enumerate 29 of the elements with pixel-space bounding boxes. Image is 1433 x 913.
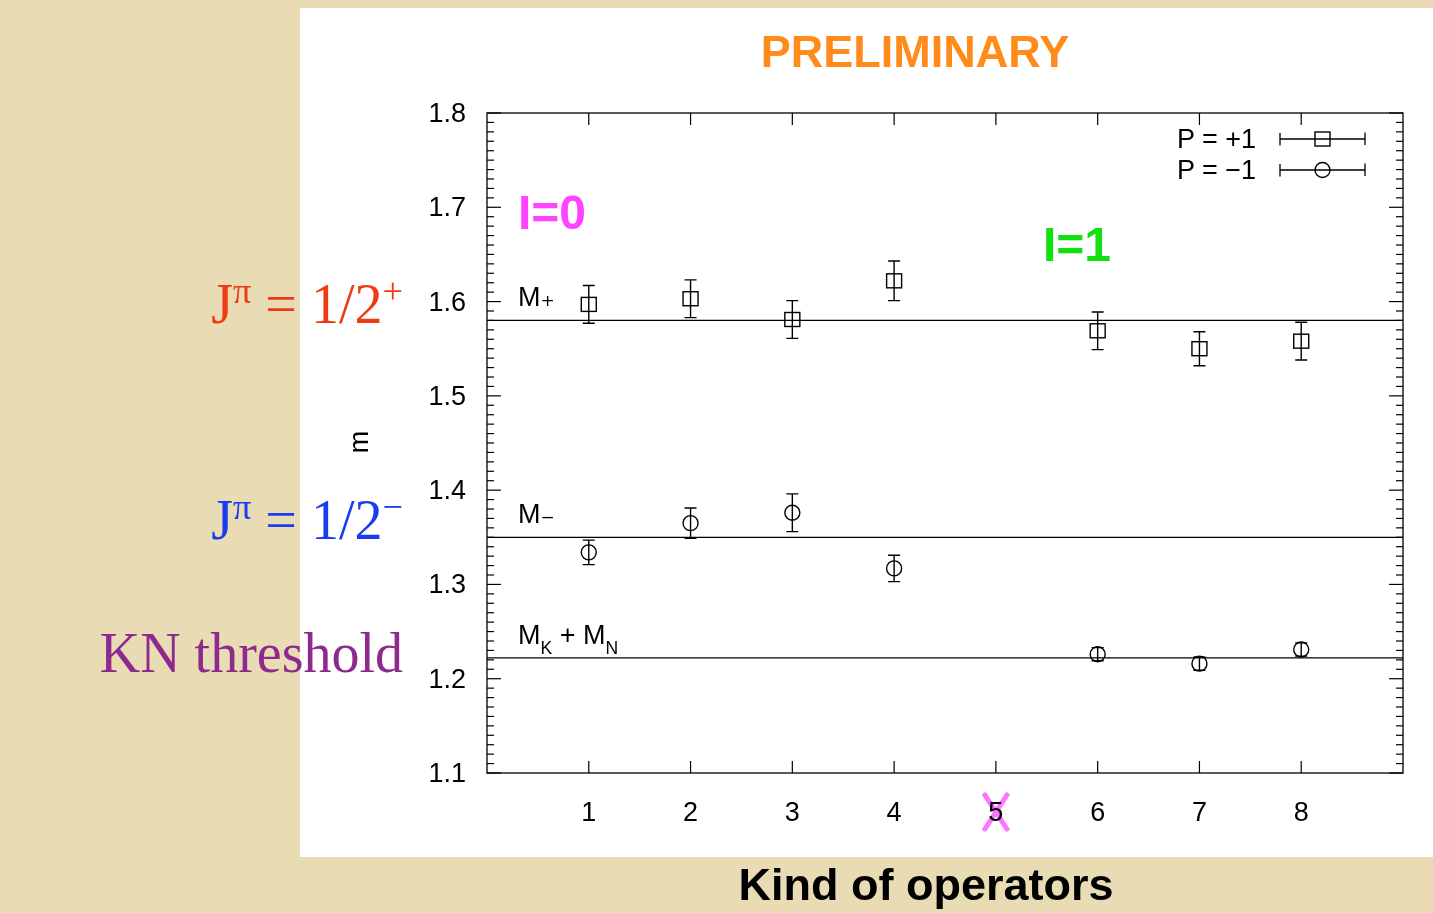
text: KN threshold bbox=[99, 622, 403, 684]
y-tick-label: 1.7 bbox=[428, 192, 466, 223]
legend-label: P = +1 bbox=[1176, 124, 1256, 154]
x-tick-label: 3 bbox=[784, 797, 800, 827]
x-tick-label: 2 bbox=[683, 797, 699, 827]
y-tick-label: 1.6 bbox=[428, 286, 466, 317]
x-tick-label: 1 bbox=[581, 797, 597, 827]
text: J$^{π}$ = 1/2$^{−}$ bbox=[211, 487, 403, 551]
text: J$^{π}$ = 1/2$^{+}$ bbox=[211, 271, 403, 335]
x-tick-label: 8 bbox=[1293, 797, 1309, 827]
ref-line-label: M$_{K}$ + M$_{N}$ bbox=[518, 619, 619, 658]
x-tick-label: 5 bbox=[988, 797, 1004, 827]
y-axis-title: m bbox=[344, 430, 374, 454]
y-tick-label: 1.2 bbox=[428, 663, 466, 694]
annotation: I=0 bbox=[518, 186, 587, 239]
chart-title: PRELIMINARY bbox=[760, 26, 1070, 77]
y-tick-label: 1.5 bbox=[428, 380, 466, 411]
y-tick-label: 1.3 bbox=[428, 569, 466, 600]
annotation: I=1 bbox=[1043, 218, 1112, 271]
legend-label: P = −1 bbox=[1176, 155, 1256, 185]
x-tick-label: 7 bbox=[1191, 797, 1207, 827]
y-tick-label: 1.1 bbox=[428, 758, 466, 788]
x-tick-label: 4 bbox=[886, 797, 902, 827]
y-tick-label: 1.4 bbox=[428, 475, 466, 506]
y-tick-label: 1.8 bbox=[428, 98, 466, 128]
ref-line-label: M₊ bbox=[518, 282, 555, 313]
ref-line-label: M₋ bbox=[518, 499, 555, 530]
x-axis-title: Kind of operators bbox=[738, 859, 1114, 910]
x-tick-label: 6 bbox=[1090, 797, 1106, 827]
